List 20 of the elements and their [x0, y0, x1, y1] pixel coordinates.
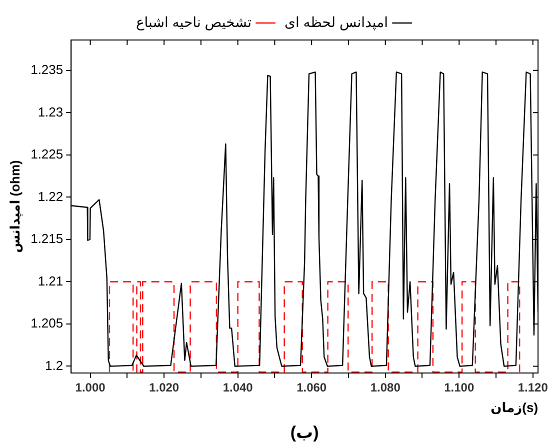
y-tick-label: 1.215	[30, 231, 64, 246]
x-tick-label: 1.100	[444, 380, 474, 395]
y-tick-label: 1.21	[38, 273, 64, 288]
x-tick-label: 1.060	[296, 380, 327, 395]
y-tick-label: 1.205	[30, 316, 64, 331]
x-axis-title: زمان(s)	[490, 400, 538, 416]
y-axis-title: امپدانس (ohm)	[7, 160, 24, 253]
x-tick-label: 1.020	[149, 380, 180, 395]
y-tick-label: 1.2	[45, 358, 64, 373]
y-tick-label: 1.23	[38, 104, 64, 120]
text: (ب)	[290, 423, 319, 442]
y-tick-label: 1.225	[30, 146, 64, 162]
y-tick-label: 1.22	[38, 188, 64, 204]
x-tick-label: 1.080	[370, 380, 401, 395]
x-tick-label: 1.040	[222, 380, 254, 395]
x-tick-label: 1.000	[75, 380, 106, 395]
x-tick-label: 1.120	[518, 380, 548, 395]
y-tick-label: 1.235	[30, 62, 64, 78]
legend-label: امپدانس لحظه ای	[284, 14, 388, 31]
legend-label: تشخیص ناحیه اشباع	[136, 14, 252, 31]
